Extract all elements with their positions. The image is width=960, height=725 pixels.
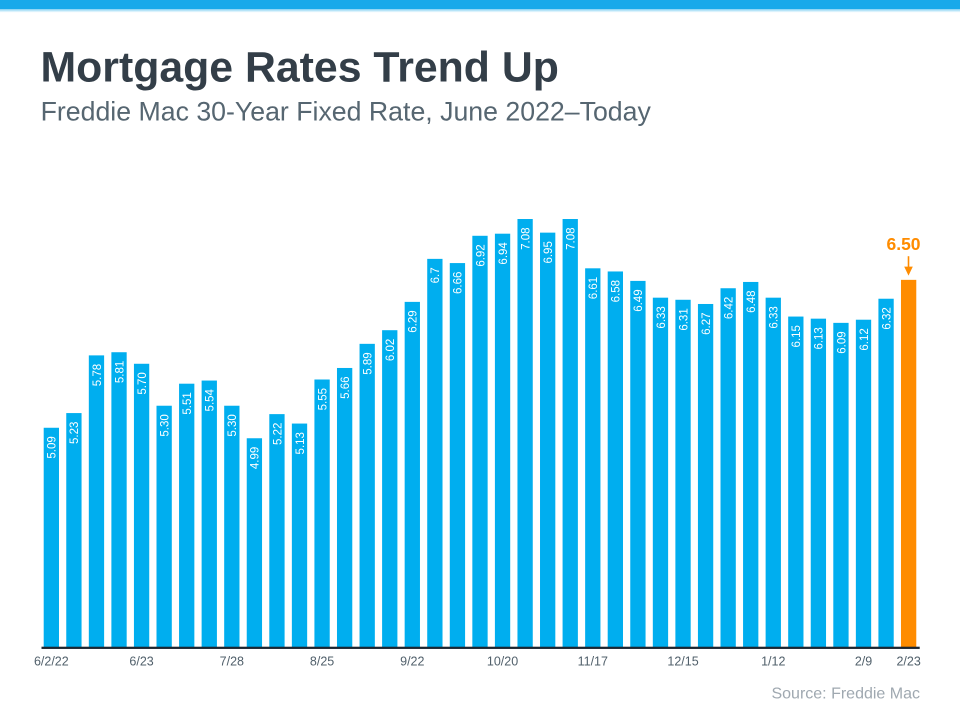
svg-text:8/25: 8/25 [310, 655, 334, 669]
svg-text:4.99: 4.99 [250, 447, 262, 469]
svg-text:6.61: 6.61 [588, 277, 600, 299]
svg-text:5.66: 5.66 [340, 376, 352, 398]
svg-text:Freddie Mac 30-Year Fixed Rate: Freddie Mac 30-Year Fixed Rate, June 202… [41, 97, 652, 127]
svg-text:6.42: 6.42 [723, 297, 735, 319]
svg-text:6/2/22: 6/2/22 [34, 655, 69, 669]
svg-text:6.29: 6.29 [408, 310, 420, 332]
svg-text:6.32: 6.32 [881, 307, 893, 329]
svg-text:5.09: 5.09 [47, 436, 59, 458]
svg-text:6.09: 6.09 [836, 331, 848, 353]
svg-text:6.15: 6.15 [791, 325, 803, 347]
svg-text:6.02: 6.02 [385, 339, 397, 361]
svg-text:12/15: 12/15 [667, 655, 698, 669]
svg-text:Mortgage Rates Trend Up: Mortgage Rates Trend Up [41, 43, 559, 91]
svg-text:5.30: 5.30 [159, 414, 171, 436]
svg-text:5.51: 5.51 [182, 392, 194, 414]
svg-text:9/22: 9/22 [400, 655, 424, 669]
svg-text:6.94: 6.94 [498, 242, 510, 265]
svg-text:6.50: 6.50 [886, 234, 920, 254]
svg-text:7/28: 7/28 [220, 655, 244, 669]
svg-text:6.33: 6.33 [656, 306, 668, 328]
svg-text:10/20: 10/20 [487, 655, 518, 669]
svg-text:11/17: 11/17 [578, 655, 608, 669]
svg-text:6.95: 6.95 [543, 241, 555, 263]
svg-text:5.13: 5.13 [295, 432, 307, 454]
svg-text:5.81: 5.81 [114, 361, 126, 383]
svg-text:Source: Freddie Mac: Source: Freddie Mac [771, 686, 920, 703]
svg-text:5.70: 5.70 [137, 372, 149, 394]
svg-text:6.7: 6.7 [430, 267, 442, 283]
svg-text:6.58: 6.58 [611, 280, 623, 302]
svg-text:6.27: 6.27 [701, 312, 713, 334]
svg-text:6.12: 6.12 [859, 328, 871, 350]
svg-text:6.13: 6.13 [814, 327, 826, 349]
svg-text:2/9: 2/9 [855, 655, 872, 669]
svg-text:6.33: 6.33 [769, 306, 781, 328]
svg-text:6.31: 6.31 [678, 308, 690, 330]
svg-text:2/23: 2/23 [896, 655, 920, 669]
svg-text:6.66: 6.66 [453, 272, 465, 294]
svg-text:1/12: 1/12 [761, 655, 785, 669]
svg-text:6.92: 6.92 [475, 244, 487, 266]
svg-text:5.23: 5.23 [69, 422, 81, 444]
svg-text:6.49: 6.49 [633, 289, 645, 311]
svg-text:5.55: 5.55 [317, 388, 329, 410]
svg-text:6.48: 6.48 [746, 290, 758, 312]
svg-text:7.08: 7.08 [520, 228, 532, 250]
svg-text:5.54: 5.54 [205, 388, 217, 411]
svg-text:5.78: 5.78 [92, 364, 104, 386]
svg-text:5.30: 5.30 [227, 414, 239, 436]
svg-text:5.89: 5.89 [362, 352, 374, 374]
svg-text:7.08: 7.08 [566, 228, 578, 250]
svg-text:6/23: 6/23 [129, 655, 153, 669]
svg-text:5.22: 5.22 [272, 423, 284, 445]
